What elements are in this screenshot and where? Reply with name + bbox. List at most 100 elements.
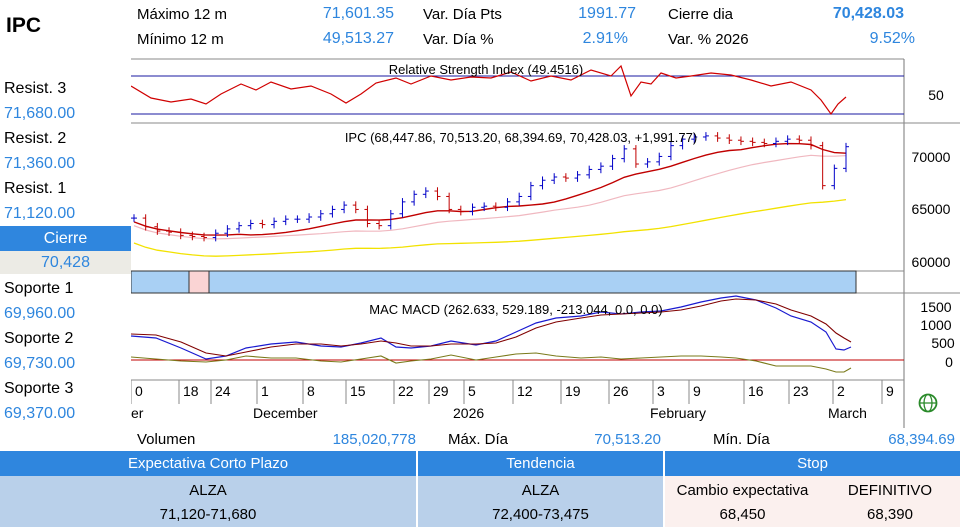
price-tick-70000: 70000 — [912, 149, 951, 165]
x-day-tick: 22 — [398, 383, 414, 399]
stop-cell — [665, 476, 960, 527]
volume-value: 185,020,778 — [332, 431, 416, 448]
trend-cell — [418, 476, 663, 527]
min-day-label: Mín. Día — [713, 431, 770, 448]
x-day-tick: 1 — [261, 383, 269, 399]
x-day-tick: 8 — [307, 383, 315, 399]
price-bar — [294, 215, 301, 223]
macd-signal-line — [131, 298, 852, 357]
x-month-tick: er — [131, 405, 144, 421]
price-bar — [154, 222, 161, 235]
stop-final-label: DEFINITIVO — [847, 482, 933, 499]
price-bar — [726, 134, 733, 145]
trend-signal: ALZA — [521, 482, 560, 499]
price-bar — [399, 198, 406, 218]
short-term-header: Expectativa Corto Plazo — [0, 451, 416, 476]
price-bar — [177, 228, 184, 240]
macd-histogram-line — [131, 352, 852, 373]
price-bar — [201, 232, 208, 242]
price-bar — [224, 225, 231, 238]
x-month-tick: February — [650, 405, 706, 421]
price-bar — [457, 205, 464, 216]
price-bar — [142, 214, 149, 231]
ytd-label: Var. % 2026 — [668, 31, 749, 48]
price-bar — [632, 145, 639, 168]
price-tick-60000: 60000 — [912, 254, 951, 270]
stop-change-value: 68,450 — [719, 506, 766, 523]
x-day-tick: 16 — [748, 383, 764, 399]
price-bar — [411, 190, 418, 206]
close-value: 70,428.03 — [832, 5, 904, 22]
trend-header: Tendencia — [418, 451, 663, 476]
price-bar — [679, 135, 686, 150]
stop-change-label: Cambio expectativa — [676, 482, 809, 499]
price-bar — [551, 173, 558, 185]
price-bar — [317, 209, 324, 221]
price-bar — [212, 229, 219, 242]
x-month-tick: 2026 — [453, 405, 484, 421]
macd-tick-500: 500 — [931, 335, 955, 351]
macd-line — [131, 295, 852, 360]
price-bar — [282, 215, 289, 226]
x-month-tick: December — [253, 405, 318, 421]
var-pts-label: Var. Día Pts — [423, 6, 502, 23]
resist1-value: 71,120.00 — [4, 205, 76, 222]
var-pct-label: Var. Día % — [423, 31, 494, 48]
rsi-line — [131, 64, 847, 116]
x-day-tick: 9 — [693, 383, 701, 399]
price-bar — [422, 187, 429, 199]
price-bar — [749, 137, 756, 147]
price-bar — [166, 227, 173, 236]
price-chart[interactable]: Relative Strength Index (49.4516) 50 IPC… — [131, 56, 960, 430]
price-bar — [527, 181, 534, 201]
timeline-marker — [188, 270, 210, 294]
stop-header: Stop — [665, 451, 960, 476]
max-day-value: 70,513.20 — [594, 431, 661, 448]
price-tick-65000: 65000 — [912, 201, 951, 217]
price-bar — [831, 164, 838, 190]
stop-final-value: 68,390 — [867, 506, 913, 523]
price-title: IPC (68,447.86, 70,513.20, 68,394.69, 70… — [345, 130, 697, 145]
close-label: Cierre dia — [668, 6, 734, 23]
price-bar — [597, 162, 604, 174]
x-day-tick: 0 — [135, 383, 143, 399]
price-bar — [469, 203, 476, 216]
macd-title: MAC MACD (262.633, 529.189, -213.044, 0.… — [369, 302, 662, 317]
symbol-title: IPC — [6, 14, 42, 37]
x-day-tick: 15 — [350, 383, 366, 399]
price-bar — [446, 192, 453, 214]
macd-tick-1000: 1000 — [920, 317, 951, 333]
globe-icon[interactable] — [918, 393, 938, 413]
support1-value: 69,960.00 — [4, 305, 76, 322]
resist2-label: Resist. 2 — [4, 130, 67, 147]
price-bar — [376, 219, 383, 230]
price-bar — [586, 165, 593, 179]
price-bar — [271, 217, 278, 229]
price-bar — [329, 205, 336, 218]
short-term-cell — [0, 476, 416, 527]
price-bar — [609, 154, 616, 170]
price-bar — [714, 132, 721, 142]
min12-label: Mínimo 12 m — [137, 31, 224, 48]
timeline-strip — [131, 270, 857, 294]
x-day-tick: 23 — [793, 383, 809, 399]
price-bar — [131, 214, 137, 222]
price-bar — [236, 221, 243, 233]
macd-tick-0: 0 — [945, 354, 953, 370]
x-month-tick: March — [828, 405, 867, 421]
rsi-tick-50: 50 — [928, 87, 944, 103]
price-bar — [364, 205, 371, 228]
price-bar — [247, 219, 254, 230]
price-bar — [621, 145, 628, 163]
rsi-title: Relative Strength Index (49.4516) — [389, 62, 583, 77]
price-bar — [656, 152, 663, 166]
macd-tick-1500: 1500 — [920, 299, 951, 315]
ma-long-line — [133, 198, 847, 257]
x-day-tick: 24 — [215, 383, 231, 399]
cierre-header: Cierre — [0, 226, 131, 251]
max12-value: 71,601.35 — [322, 5, 394, 22]
x-day-tick: 2 — [837, 383, 845, 399]
price-bar — [504, 198, 511, 212]
trend-range: 72,400-73,475 — [492, 506, 589, 523]
x-day-tick: 5 — [468, 383, 476, 399]
